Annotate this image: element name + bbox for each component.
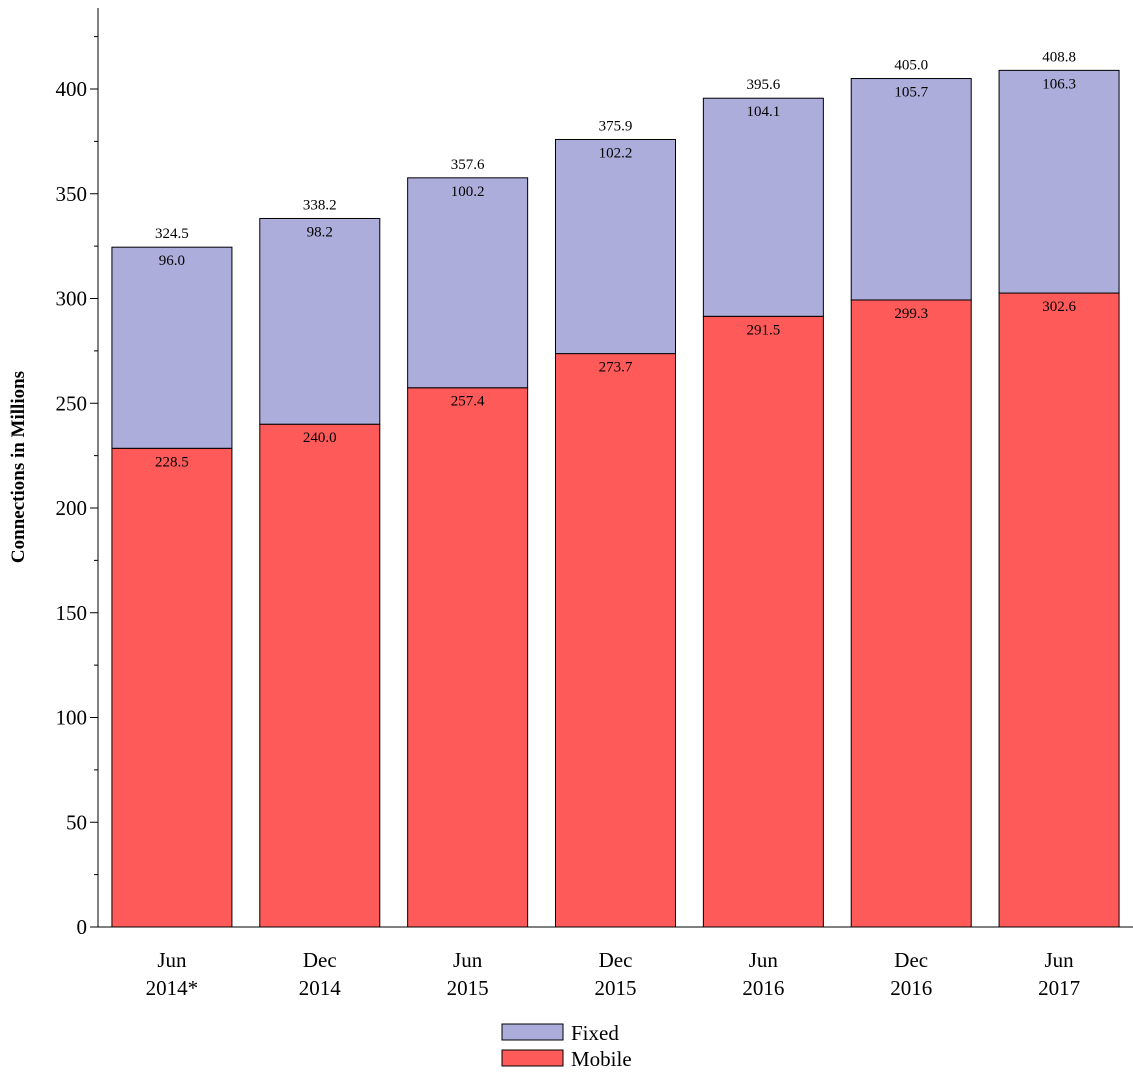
y-tick-label: 50 [66,810,87,834]
mobile-value-label: 299.3 [894,306,928,322]
mobile-value-label: 273.7 [599,360,633,376]
mobile-bar [407,387,529,928]
x-tick-label: Dec 2015 [595,948,637,1000]
x-tick-label: Dec 2016 [890,948,932,1000]
mobile-value-label: 291.5 [746,322,780,338]
mobile-bar [259,423,381,928]
mobile-bar [111,447,233,928]
fixed-value-label: 102.2 [599,145,633,161]
y-tick-label: 100 [56,706,88,730]
x-tick-label: Jun 2015 [447,948,489,1000]
fixed-bar [850,78,972,301]
fixed-legend-swatch [501,1023,564,1041]
fixed-bar [702,97,824,317]
y-tick-label: 150 [56,601,88,625]
fixed-value-label: 100.2 [451,184,485,200]
y-tick-label: 0 [77,915,88,939]
y-axis-title: Connections in Millions [8,371,29,563]
mobile-bar [702,315,824,928]
total-value-label: 408.8 [1042,50,1076,66]
fixed-bar [407,177,529,389]
mobile-value-label: 228.5 [155,454,189,470]
mobile-bar [555,353,676,928]
total-value-label: 395.6 [746,77,780,93]
fixed-bar [259,217,381,425]
x-tick-label: Dec 2014 [299,948,342,1000]
x-tick-label: Jun 2016 [742,948,784,1000]
y-tick-label: 350 [56,182,88,206]
mobile-legend-swatch [501,1049,564,1067]
fixed-value-label: 105.7 [894,85,928,101]
fixed-legend-label: Fixed [571,1021,619,1045]
mobile-bar [998,292,1120,928]
fixed-value-label: 104.1 [746,104,780,120]
total-value-label: 375.9 [599,118,633,134]
mobile-value-label: 257.4 [451,394,485,410]
fixed-bar [111,246,233,449]
y-tick-label: 300 [56,287,88,311]
x-tick-label: Jun 2017 [1038,948,1080,1000]
mobile-value-label: 240.0 [303,430,337,446]
mobile-value-label: 302.6 [1042,299,1076,315]
total-value-label: 357.6 [451,157,485,173]
fixed-bar [555,138,676,355]
fixed-bar [998,69,1120,294]
y-tick-label: 200 [56,496,88,520]
total-value-label: 405.0 [894,58,928,74]
total-value-label: 338.2 [303,197,337,213]
x-tick-label: Jun 2014* [146,948,199,1000]
mobile-legend-label: Mobile [571,1047,632,1071]
y-tick-label: 400 [56,77,88,101]
y-tick-label: 250 [56,391,88,415]
mobile-bar [850,299,972,928]
total-value-label: 324.5 [155,226,189,242]
plot-area: 0 50 100 150 200 250 300 350 400 228.5 96.0 324.5 Ju… [56,8,1133,1000]
fixed-value-label: 106.3 [1042,76,1076,92]
fixed-value-label: 96.0 [159,253,185,269]
fixed-value-label: 98.2 [307,224,333,240]
